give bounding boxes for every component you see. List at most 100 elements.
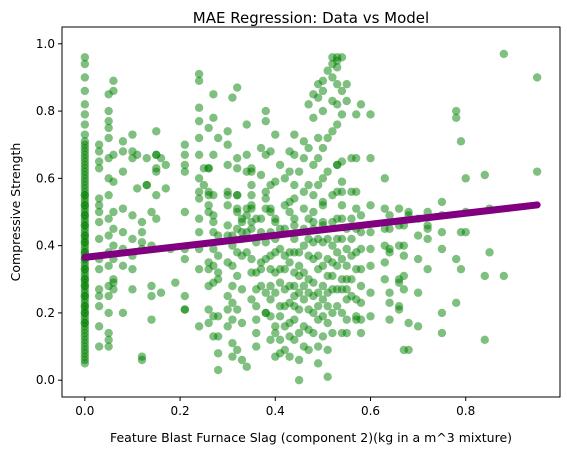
data-point <box>347 275 356 284</box>
data-point <box>532 167 542 176</box>
data-point <box>290 194 299 203</box>
data-point <box>280 264 290 274</box>
data-point <box>452 106 461 116</box>
data-point <box>237 318 247 328</box>
data-point <box>413 288 423 297</box>
data-point <box>180 160 190 170</box>
data-point <box>156 288 166 297</box>
data-point <box>313 180 323 190</box>
data-point <box>94 234 104 244</box>
data-point <box>213 365 223 375</box>
data-point <box>347 234 356 244</box>
data-point <box>209 217 218 227</box>
data-point <box>242 362 251 371</box>
data-point <box>94 207 104 217</box>
data-point <box>356 281 366 291</box>
data-point <box>294 248 304 257</box>
data-point <box>242 211 251 220</box>
data-point <box>161 160 170 170</box>
data-point <box>80 308 90 318</box>
data-point <box>147 291 156 301</box>
data-point <box>94 157 104 166</box>
data-point <box>171 278 180 287</box>
data-point <box>313 359 323 368</box>
data-point <box>480 170 489 180</box>
data-point <box>328 241 337 250</box>
data-point <box>128 211 137 220</box>
data-point <box>275 278 285 287</box>
data-point <box>80 73 90 82</box>
data-point <box>209 211 218 220</box>
data-point <box>280 174 290 183</box>
data-point <box>313 153 323 163</box>
data-point <box>366 288 375 297</box>
data-point <box>318 76 328 86</box>
data-point <box>266 147 275 156</box>
x-axis-ticks: 0.0 0.2 0.4 0.6 0.8 <box>75 397 475 418</box>
data-point <box>342 244 351 254</box>
data-point <box>109 207 118 217</box>
data-point <box>223 187 232 197</box>
data-point <box>323 318 332 328</box>
data-point <box>233 164 242 173</box>
data-point <box>456 264 466 274</box>
data-point <box>352 187 361 197</box>
data-point <box>280 345 290 355</box>
data-point <box>304 345 313 355</box>
data-point <box>237 217 247 227</box>
data-point <box>452 113 461 123</box>
data-point <box>194 187 204 197</box>
data-point <box>271 322 280 331</box>
data-point <box>104 190 113 200</box>
data-point <box>380 204 389 213</box>
data-point <box>133 150 142 160</box>
data-point <box>152 127 161 136</box>
data-point <box>233 305 242 314</box>
data-point <box>332 79 342 89</box>
data-point <box>109 150 118 160</box>
data-point <box>252 342 261 351</box>
data-point <box>290 281 299 291</box>
data-point <box>194 116 204 126</box>
data-point <box>318 281 328 291</box>
data-point <box>304 100 313 109</box>
data-point <box>242 150 251 160</box>
data-point <box>156 153 166 163</box>
data-point <box>242 120 251 129</box>
data-point <box>342 79 351 89</box>
data-point <box>237 355 247 365</box>
data-point <box>366 227 375 237</box>
data-point <box>252 328 261 338</box>
data-point <box>323 133 332 143</box>
data-point <box>356 328 366 338</box>
data-point <box>80 281 90 291</box>
data-point <box>309 308 318 318</box>
data-point <box>109 285 118 294</box>
data-point <box>223 221 232 230</box>
data-point <box>452 254 461 264</box>
y-axis-ticks: 0.0 0.2 0.4 0.6 0.8 1.0 <box>36 37 62 387</box>
data-point <box>94 285 104 294</box>
x-axis-title: Feature Blast Furnace Slag (component 2)… <box>110 430 512 445</box>
data-point <box>213 268 223 277</box>
data-point <box>309 160 318 170</box>
data-point <box>337 201 347 210</box>
data-point <box>247 254 256 264</box>
data-point <box>213 251 223 260</box>
data-point <box>271 130 280 139</box>
data-point <box>299 268 309 277</box>
data-point <box>104 328 113 338</box>
data-point <box>209 113 218 123</box>
data-point <box>209 190 218 200</box>
data-point <box>356 264 366 274</box>
data-point <box>309 328 318 338</box>
data-point <box>423 264 432 274</box>
data-point <box>290 214 299 223</box>
data-point <box>180 305 190 314</box>
data-point <box>313 288 323 297</box>
data-point <box>256 264 266 274</box>
data-point <box>342 285 351 294</box>
data-point <box>137 227 147 237</box>
data-point <box>152 214 161 223</box>
data-point <box>266 204 275 213</box>
